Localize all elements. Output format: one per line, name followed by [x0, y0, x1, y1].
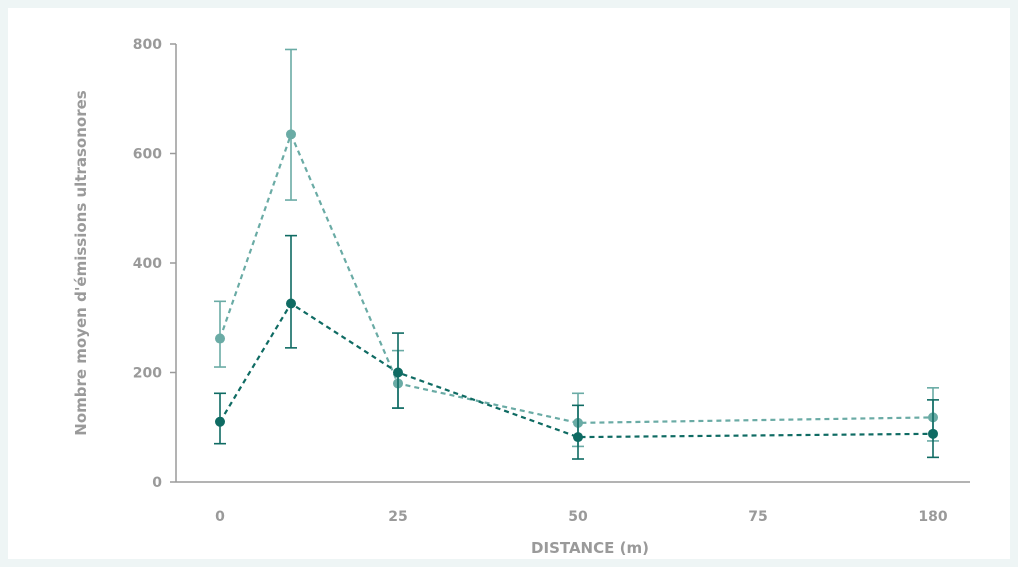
y-tick-label: 800: [133, 37, 162, 53]
chart-panel: 0 200 400 600 800 0 25 50 75 180 DISTANCE (m) No…: [8, 8, 1010, 559]
data-point: [573, 432, 583, 443]
error-bar: [285, 234, 297, 349]
series-1: [214, 48, 939, 448]
data-point: [928, 428, 938, 439]
data-point: [393, 367, 403, 378]
x-tick-label: 180: [918, 509, 947, 525]
y-ticks: 0 200 400 600 800: [133, 37, 176, 491]
data-point: [286, 129, 296, 140]
data-point: [215, 333, 225, 344]
y-tick-label: 200: [133, 366, 162, 382]
data-point: [215, 416, 225, 427]
series-layer: [214, 48, 939, 460]
axes: [175, 44, 970, 483]
error-bar: [927, 399, 939, 459]
x-tick-label: 0: [215, 509, 225, 525]
x-axis-title: DISTANCE (m): [531, 539, 649, 557]
x-tick-label: 75: [748, 509, 767, 525]
x-tick-label: 25: [388, 509, 407, 525]
chart: 0 200 400 600 800 0 25 50 75 180 DISTANCE (m) No…: [72, 37, 970, 557]
y-tick-label: 600: [133, 147, 162, 163]
y-tick-label: 0: [152, 475, 162, 491]
y-axis-title: Nombre moyen d'émissions ultrasonores: [72, 90, 90, 436]
x-ticks: 0 25 50 75 180: [215, 509, 948, 525]
series-line: [219, 301, 934, 439]
series-line: [218, 131, 934, 424]
y-tick-label: 400: [133, 256, 162, 272]
data-point: [286, 298, 296, 309]
series-2: [214, 234, 939, 460]
x-tick-label: 50: [568, 509, 588, 525]
error-bar: [285, 48, 297, 201]
